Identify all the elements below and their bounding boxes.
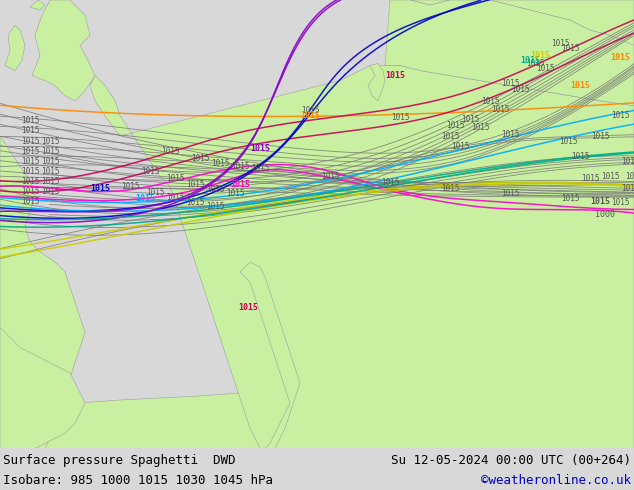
Polygon shape [0,136,85,448]
Text: 1015: 1015 [141,167,159,176]
Text: 1015: 1015 [238,303,258,312]
Text: 1015: 1015 [391,113,410,122]
Text: 1015: 1015 [21,187,39,196]
Text: 1015: 1015 [451,142,469,150]
Text: 1015: 1015 [571,152,589,161]
Text: 1015: 1015 [21,157,39,166]
Text: 1015: 1015 [520,56,540,65]
Text: 1015: 1015 [441,184,459,193]
Text: 1015: 1015 [21,177,39,186]
Text: 1015: 1015 [21,117,39,125]
Text: 1015: 1015 [300,111,320,121]
Text: 1015: 1015 [231,162,249,171]
Polygon shape [368,64,385,101]
Text: 1015: 1015 [191,154,209,163]
Text: 1015: 1015 [536,64,554,73]
Text: Surface pressure Spaghetti  DWD: Surface pressure Spaghetti DWD [3,454,236,466]
Text: 1015: 1015 [206,185,224,194]
Polygon shape [30,0,45,10]
Text: 1015: 1015 [186,180,204,189]
Text: 1015: 1015 [165,193,184,202]
Text: 1015: 1015 [611,198,630,207]
Text: 1015: 1015 [471,123,489,132]
Text: 1000: 1000 [595,210,615,219]
Polygon shape [385,0,634,106]
Text: 1015: 1015 [21,126,39,135]
Text: 1015: 1015 [250,144,270,152]
Text: 1015: 1015 [610,53,630,62]
Polygon shape [240,262,300,448]
Text: 1015: 1015 [590,197,610,206]
Text: 1015: 1015 [21,167,39,176]
Text: 1015: 1015 [385,71,405,80]
Text: 1015: 1015 [230,180,250,189]
Text: 1015: 1015 [41,147,59,156]
Text: 1015: 1015 [511,85,529,94]
Text: 1015: 1015 [526,59,544,68]
Text: 1015: 1015 [21,197,39,206]
Text: 1015: 1015 [481,97,499,106]
Text: 1015: 1015 [441,131,459,141]
Text: 1015: 1015 [560,194,579,203]
Text: 1015: 1015 [321,172,339,181]
Text: 1015: 1015 [41,177,59,186]
Text: 1015: 1015 [161,147,179,156]
Text: 1015: 1015 [501,79,519,88]
Text: Su 12-05-2024 00:00 UTC (00+264): Su 12-05-2024 00:00 UTC (00+264) [391,454,631,466]
Text: 1015: 1015 [41,137,59,146]
Text: 1015: 1015 [461,116,479,124]
Text: 1015: 1015 [41,187,59,196]
Polygon shape [0,327,85,448]
Text: 1015: 1015 [21,147,39,156]
Text: 1015: 1015 [551,39,569,48]
Text: 1015: 1015 [491,105,509,114]
Text: 1015: 1015 [21,137,39,146]
Text: 1015: 1015 [446,122,464,130]
Polygon shape [5,25,25,71]
Text: 1015: 1015 [206,202,224,211]
Text: 1015: 1015 [135,194,155,203]
Text: 1015: 1015 [560,44,579,53]
Text: 1015: 1015 [146,188,164,197]
Polygon shape [90,66,634,448]
Text: 1015: 1015 [621,184,634,193]
Text: 1015: 1015 [501,129,519,139]
Text: ©weatheronline.co.uk: ©weatheronline.co.uk [481,474,631,488]
Text: 1015: 1015 [381,178,399,187]
Text: 1015: 1015 [621,157,634,166]
Text: 1015: 1015 [601,172,619,181]
Text: 1015: 1015 [581,174,599,183]
Text: 1015: 1015 [611,111,630,121]
Text: 1015: 1015 [530,51,550,60]
Text: 1015: 1015 [165,174,184,183]
Text: 1015: 1015 [210,159,230,168]
Polygon shape [32,0,95,101]
Text: Isobare: 985 1000 1015 1030 1045 hPa: Isobare: 985 1000 1015 1030 1045 hPa [3,474,273,488]
Text: 1015: 1015 [251,164,269,173]
Text: 1015: 1015 [591,131,609,141]
Text: 1015: 1015 [41,157,59,166]
Text: 1015: 1015 [570,81,590,90]
Text: 1015: 1015 [624,172,634,181]
Text: 1015: 1015 [90,184,110,193]
Text: 1015: 1015 [301,106,320,115]
Text: 1015: 1015 [226,189,244,198]
Text: 1015: 1015 [41,167,59,176]
Text: 1015: 1015 [186,198,204,207]
Text: 1015: 1015 [501,189,519,198]
Polygon shape [0,376,634,448]
Text: 1015: 1015 [559,137,577,146]
Text: 1015: 1015 [120,182,139,191]
Polygon shape [390,0,634,55]
